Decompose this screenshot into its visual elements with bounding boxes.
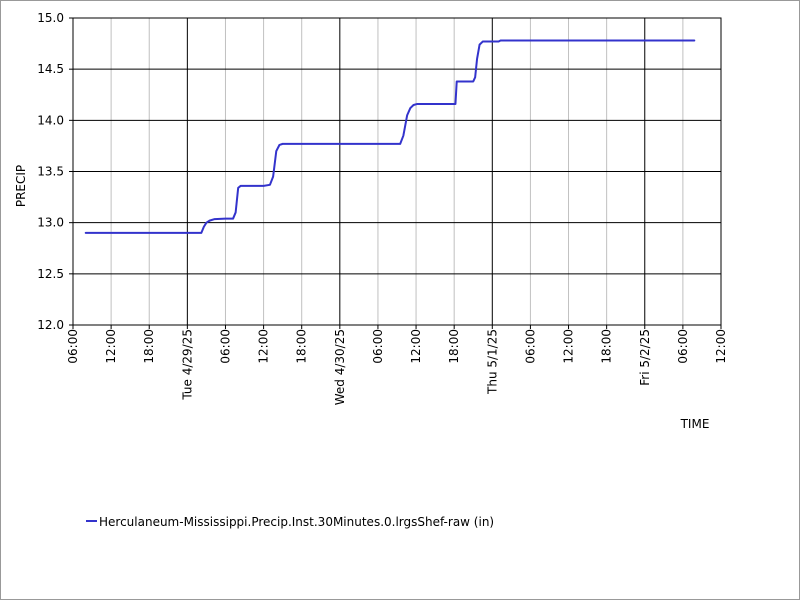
x-time-tick-label: 18:00	[295, 329, 309, 364]
x-time-tick-label: 12:00	[409, 329, 423, 364]
x-axis-ticks: 06:00 12:00 18:00 06:00 12:00 18:00 06:00 12:00…	[66, 325, 728, 405]
series-layer	[84, 39, 696, 234]
y-tick-label: 13.5	[37, 165, 64, 179]
y-tick-label: 12.0	[37, 318, 64, 332]
x-time-tick-label: 06:00	[371, 329, 385, 364]
y-axis-ticks: 12.0 12.5 13.0 13.5 14.0 14.5 15.0	[37, 11, 73, 332]
y-tick-label: 14.5	[37, 62, 64, 76]
x-time-tick-label: 06:00	[66, 329, 80, 364]
x-time-tick-label: 06:00	[676, 329, 690, 364]
y-tick-label: 12.5	[37, 267, 64, 281]
x-date-tick-label: Fri 5/2/25	[638, 329, 652, 386]
x-date-tick-label: Thu 5/1/25	[485, 329, 499, 395]
x-time-tick-label: 18:00	[447, 329, 461, 364]
series-line	[84, 39, 696, 234]
x-time-tick-label: 06:00	[218, 329, 232, 364]
major-gridlines	[73, 18, 721, 325]
x-axis-label: TIME	[680, 417, 710, 431]
y-tick-label: 15.0	[37, 11, 64, 25]
x-date-tick-label: Tue 4/29/25	[180, 329, 194, 401]
x-time-tick-label: 12:00	[104, 329, 118, 364]
x-time-tick-label: 06:00	[523, 329, 537, 364]
y-tick-label: 14.0	[37, 113, 64, 127]
x-date-tick-label: Wed 4/30/25	[333, 329, 347, 405]
legend-label: Herculaneum-Mississippi.Precip.Inst.30Mi…	[99, 515, 494, 529]
y-axis-label: PRECIP	[14, 165, 28, 207]
y-tick-label: 13.0	[37, 216, 64, 230]
x-time-tick-label: 18:00	[142, 329, 156, 364]
x-time-tick-label: 12:00	[257, 329, 271, 364]
legend: Herculaneum-Mississippi.Precip.Inst.30Mi…	[86, 515, 494, 529]
x-time-tick-label: 12:00	[714, 329, 728, 364]
x-time-tick-label: 18:00	[600, 329, 614, 364]
x-time-tick-label: 12:00	[562, 329, 576, 364]
